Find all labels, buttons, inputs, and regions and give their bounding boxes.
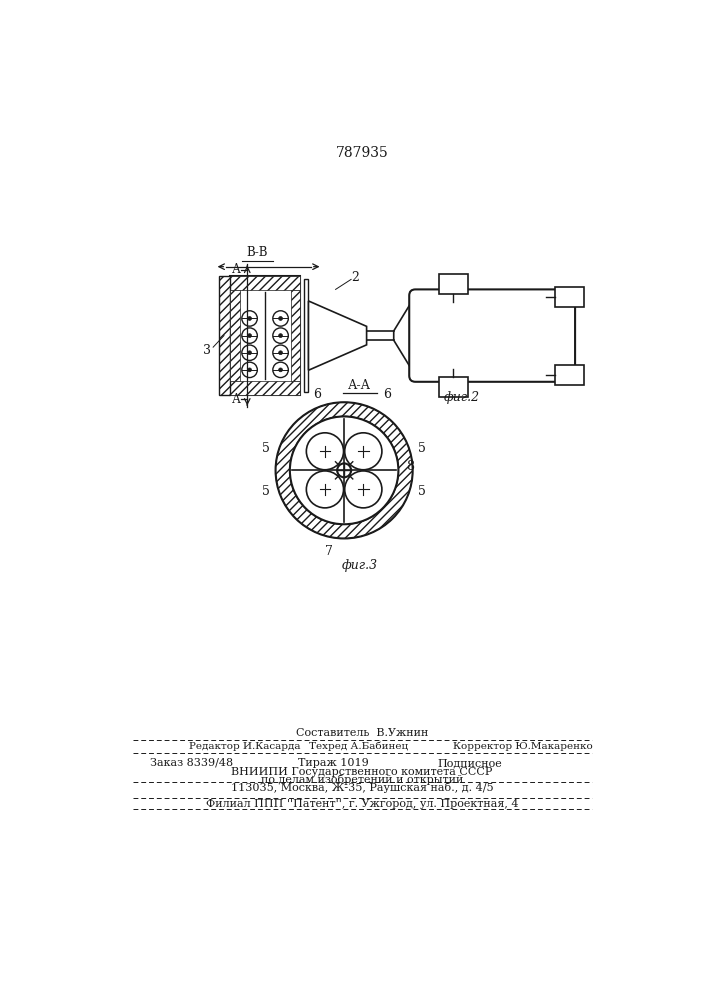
Text: Заказ 8339/48: Заказ 8339/48 bbox=[151, 758, 233, 768]
Bar bbox=[555, 287, 585, 307]
FancyBboxPatch shape bbox=[409, 289, 575, 382]
Circle shape bbox=[345, 433, 382, 470]
Bar bbox=[230, 290, 240, 381]
Circle shape bbox=[306, 433, 344, 470]
Bar bbox=[304, 279, 308, 392]
Text: Тираж 1019: Тираж 1019 bbox=[298, 758, 368, 768]
Circle shape bbox=[273, 345, 288, 360]
Circle shape bbox=[279, 317, 283, 320]
Text: Подписное: Подписное bbox=[437, 758, 502, 768]
Wedge shape bbox=[276, 403, 412, 538]
Circle shape bbox=[247, 317, 252, 320]
Circle shape bbox=[276, 403, 412, 538]
Circle shape bbox=[273, 362, 288, 378]
Polygon shape bbox=[308, 301, 367, 370]
Bar bbox=[555, 365, 585, 385]
Circle shape bbox=[279, 351, 283, 355]
Text: Корректор Ю.Макаренко: Корректор Ю.Макаренко bbox=[452, 742, 592, 751]
Text: А-А: А-А bbox=[348, 379, 371, 392]
Text: 787935: 787935 bbox=[336, 146, 388, 160]
Circle shape bbox=[242, 311, 257, 326]
Text: 3: 3 bbox=[203, 344, 211, 358]
Bar bbox=[230, 276, 300, 395]
Circle shape bbox=[279, 368, 283, 372]
Text: 113035, Москва, Ж-35, Раушская наб., д. 4/5: 113035, Москва, Ж-35, Раушская наб., д. … bbox=[230, 782, 493, 793]
Bar bbox=[230, 381, 300, 395]
Circle shape bbox=[273, 311, 288, 326]
Bar bbox=[291, 290, 300, 381]
Bar bbox=[438, 274, 468, 294]
Text: 8: 8 bbox=[406, 460, 414, 473]
Circle shape bbox=[337, 463, 351, 477]
Text: ВНИИПИ Государственного комитета СССР: ВНИИПИ Государственного комитета СССР bbox=[231, 767, 493, 777]
Text: 6: 6 bbox=[382, 388, 391, 401]
Text: В-В: В-В bbox=[247, 246, 268, 259]
Bar bbox=[438, 377, 468, 397]
Circle shape bbox=[247, 334, 252, 338]
Circle shape bbox=[242, 362, 257, 378]
Circle shape bbox=[290, 416, 398, 524]
Circle shape bbox=[279, 334, 283, 338]
Text: фиг.3: фиг.3 bbox=[341, 559, 378, 572]
Polygon shape bbox=[394, 296, 416, 376]
Circle shape bbox=[273, 328, 288, 343]
Text: 2: 2 bbox=[351, 271, 359, 284]
Text: Составитель  В.Ужнин: Составитель В.Ужнин bbox=[296, 728, 428, 738]
Text: А: А bbox=[232, 393, 241, 406]
Text: Техред А.Бабинец: Техред А.Бабинец bbox=[309, 741, 409, 751]
Circle shape bbox=[247, 351, 252, 355]
Text: 6: 6 bbox=[313, 388, 321, 401]
Text: Редактор И.Касарда: Редактор И.Касарда bbox=[189, 742, 300, 751]
Bar bbox=[219, 276, 230, 395]
Circle shape bbox=[247, 368, 252, 372]
Circle shape bbox=[242, 328, 257, 343]
Text: А: А bbox=[232, 263, 241, 276]
Circle shape bbox=[345, 471, 382, 508]
Circle shape bbox=[242, 345, 257, 360]
Text: 5: 5 bbox=[262, 442, 270, 455]
Text: Филиал ППП ''Патент'', г. Ужгород, ул. Проектная, 4: Филиал ППП ''Патент'', г. Ужгород, ул. П… bbox=[206, 799, 518, 809]
Text: 5: 5 bbox=[262, 485, 270, 498]
Text: 5: 5 bbox=[419, 485, 426, 498]
Text: фиг.2: фиг.2 bbox=[444, 391, 480, 404]
Text: 5: 5 bbox=[419, 442, 426, 455]
Bar bbox=[230, 276, 300, 290]
Text: 7: 7 bbox=[325, 545, 332, 558]
Text: по делам изобретений и открытий: по делам изобретений и открытий bbox=[261, 774, 463, 785]
Circle shape bbox=[306, 471, 344, 508]
